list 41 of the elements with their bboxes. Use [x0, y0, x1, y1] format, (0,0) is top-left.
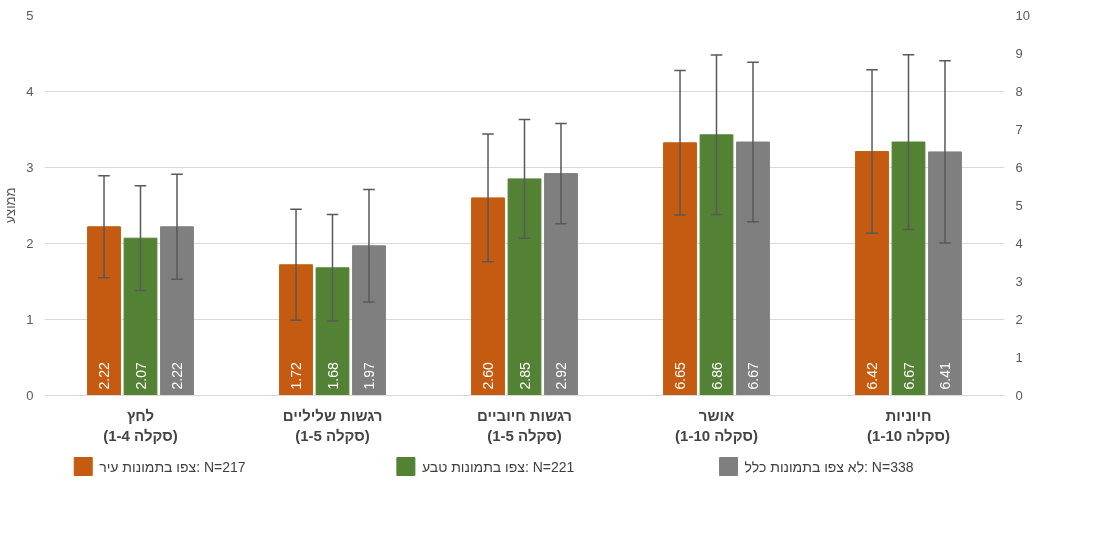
y2-tick-label: 8	[1015, 84, 1023, 99]
y2-tick-label: 0	[1015, 388, 1023, 403]
data-label: 2.22	[168, 362, 185, 390]
x-tick-label: אושר (סקלה 1-10)	[675, 406, 758, 444]
x-tick-label: רגשות חיוביים (סקלה 1-5)	[476, 406, 573, 444]
data-label: 6.67	[900, 362, 917, 390]
data-label: 2.85	[516, 362, 533, 390]
y-tick-label: 3	[26, 160, 34, 175]
data-label: 1.68	[324, 362, 341, 390]
y-axis-title: ממוצע	[3, 187, 19, 224]
y2-tick-label: 5	[1015, 198, 1023, 213]
x-tick-label: חיוניות (סקלה 1-10)	[867, 406, 950, 444]
y2-tick-label: 10	[1015, 8, 1030, 23]
data-label: 2.92	[552, 362, 569, 390]
data-label: 2.07	[132, 362, 149, 390]
y2-tick-label: 7	[1015, 122, 1023, 137]
y-tick-label: 2	[26, 236, 34, 251]
x-tick-label: לחץ (סקלה 1-4)	[103, 406, 178, 444]
y2-tick-label: 3	[1015, 274, 1023, 289]
data-label: 6.42	[864, 362, 881, 390]
y-tick-label: 1	[26, 312, 34, 327]
legend-label: לא צפו בתמונות כלל: N=338	[744, 458, 914, 475]
data-label: 6.86	[708, 362, 725, 390]
data-label: 2.60	[480, 362, 497, 390]
data-label: 6.65	[672, 362, 689, 390]
y2-tick-label: 4	[1015, 236, 1023, 251]
data-label: 1.97	[360, 362, 377, 390]
data-label: 1.72	[288, 362, 305, 390]
x-tick-label: רגשות שליליים (סקלה 1-5)	[282, 406, 383, 444]
legend-label: צפו בתמונות עיר: N=217	[99, 458, 246, 475]
y-tick-label: 5	[26, 8, 34, 23]
y2-tick-label: 1	[1015, 350, 1023, 365]
y2-tick-label: 9	[1015, 46, 1023, 61]
y-tick-label: 0	[26, 388, 34, 403]
y-tick-label: 4	[26, 84, 34, 99]
legend-label: צפו בתמונות טבע: N=221	[421, 458, 575, 475]
data-label: 2.22	[96, 362, 113, 390]
data-label: 6.67	[744, 362, 761, 390]
y2-tick-label: 2	[1015, 312, 1023, 327]
data-label: 6.41	[936, 362, 953, 390]
y2-tick-label: 6	[1015, 160, 1023, 175]
